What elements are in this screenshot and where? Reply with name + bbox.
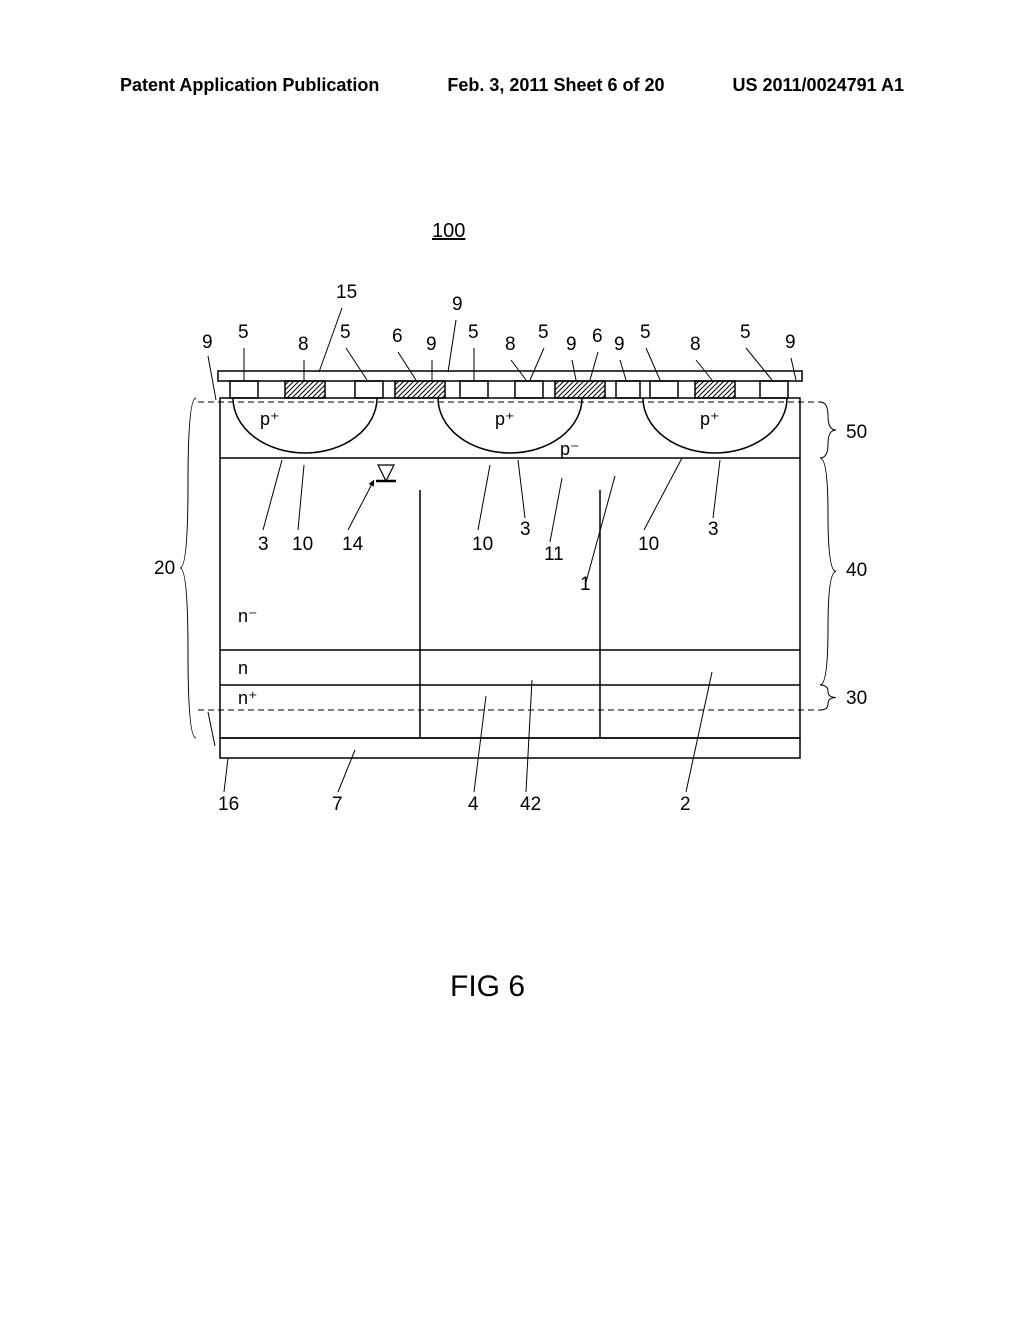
svg-text:6: 6 [392,326,403,347]
svg-text:8: 8 [690,334,701,355]
svg-text:5: 5 [640,322,651,343]
svg-text:5: 5 [538,322,549,343]
svg-text:50: 50 [846,422,867,443]
svg-text:7: 7 [332,794,343,815]
svg-text:9: 9 [785,332,796,353]
svg-text:14: 14 [342,534,364,555]
svg-text:16: 16 [218,794,239,815]
svg-text:8: 8 [505,334,516,355]
svg-text:1: 1 [580,574,591,595]
svg-text:6: 6 [592,326,603,347]
patent-header: Patent Application Publication Feb. 3, 2… [0,75,1024,96]
svg-text:4: 4 [468,794,479,815]
svg-text:10: 10 [472,534,493,555]
svg-text:5: 5 [740,322,751,343]
figure-number: 100 [432,220,465,243]
svg-text:p⁺: p⁺ [495,409,515,429]
svg-text:30: 30 [846,688,867,709]
svg-text:p⁺: p⁺ [700,409,720,429]
svg-text:9: 9 [614,334,625,355]
svg-text:p⁻: p⁻ [560,439,580,459]
figure-caption: FIG 6 [450,970,525,1004]
svg-text:9: 9 [202,332,213,353]
svg-text:9: 9 [566,334,577,355]
diagram: n⁻nn⁺p⁺p⁺p⁺p⁻159958569585969585931014103… [160,280,840,820]
svg-text:5: 5 [238,322,249,343]
svg-text:3: 3 [520,519,531,540]
svg-text:n⁻: n⁻ [238,606,258,626]
svg-text:15: 15 [336,282,357,303]
header-center: Feb. 3, 2011 Sheet 6 of 20 [447,75,664,96]
header-right: US 2011/0024791 A1 [733,75,904,96]
svg-text:9: 9 [426,334,437,355]
svg-text:8: 8 [298,334,309,355]
header-left: Patent Application Publication [120,75,379,96]
svg-text:10: 10 [638,534,659,555]
svg-text:40: 40 [846,560,867,581]
svg-text:5: 5 [468,322,479,343]
svg-text:20: 20 [154,558,175,579]
svg-text:10: 10 [292,534,313,555]
svg-text:3: 3 [258,534,269,555]
svg-text:42: 42 [520,794,541,815]
svg-text:5: 5 [340,322,351,343]
svg-text:3: 3 [708,519,719,540]
svg-text:n: n [238,658,248,678]
svg-text:2: 2 [680,794,691,815]
svg-text:p⁺: p⁺ [260,409,280,429]
svg-text:11: 11 [544,544,564,565]
svg-text:n⁺: n⁺ [238,688,258,708]
svg-text:9: 9 [452,294,463,315]
diagram-svg: n⁻nn⁺p⁺p⁺p⁺p⁻159958569585969585931014103… [160,280,840,820]
